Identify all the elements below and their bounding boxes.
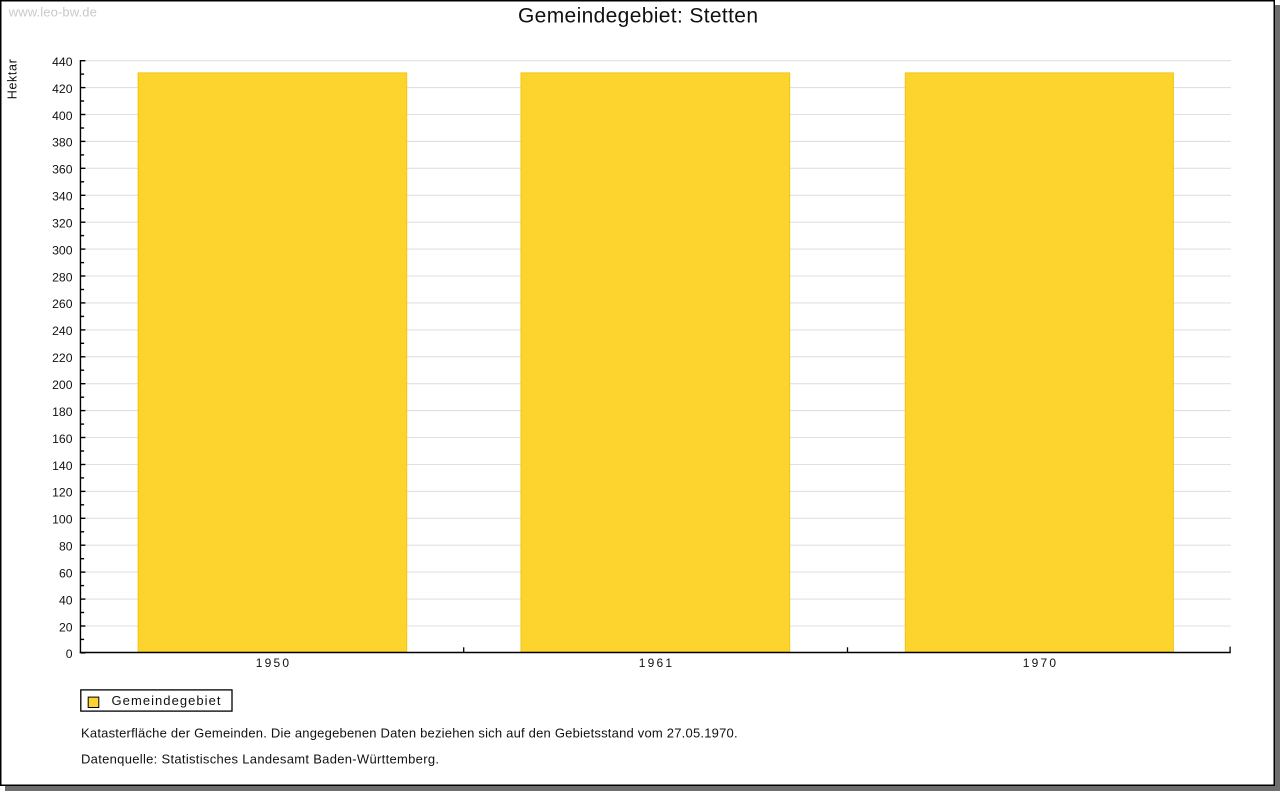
svg-text:1970: 1970 [1023, 656, 1057, 670]
svg-text:40: 40 [59, 593, 73, 607]
svg-text:340: 340 [52, 190, 73, 204]
svg-text:180: 180 [52, 405, 73, 419]
svg-text:200: 200 [52, 378, 73, 392]
svg-text:Hektar: Hektar [5, 59, 19, 99]
svg-text:140: 140 [52, 459, 73, 473]
svg-text:1961: 1961 [639, 656, 673, 670]
svg-text:Gemeindegebiet: Stetten: Gemeindegebiet: Stetten [518, 4, 758, 27]
svg-text:60: 60 [59, 566, 73, 580]
svg-text:280: 280 [52, 270, 73, 284]
svg-text:0: 0 [66, 647, 73, 661]
svg-text:www.leo-bw.de: www.leo-bw.de [8, 4, 97, 19]
svg-text:Katasterfläche der Gemeinden.: Katasterfläche der Gemeinden. Die angege… [81, 725, 738, 740]
svg-text:20: 20 [59, 620, 73, 634]
svg-text:320: 320 [52, 217, 73, 231]
svg-text:Datenquelle: Statistisches Lan: Datenquelle: Statistisches Landesamt Bad… [81, 752, 439, 767]
svg-text:420: 420 [52, 82, 73, 96]
svg-text:300: 300 [52, 243, 73, 257]
svg-text:100: 100 [52, 513, 73, 527]
svg-text:1950: 1950 [256, 656, 290, 670]
svg-text:380: 380 [52, 136, 73, 150]
svg-text:360: 360 [52, 163, 73, 177]
svg-text:Gemeindegebiet: Gemeindegebiet [112, 693, 221, 708]
svg-text:220: 220 [52, 351, 73, 365]
svg-text:160: 160 [52, 432, 73, 446]
svg-text:120: 120 [52, 486, 73, 500]
svg-text:240: 240 [52, 324, 73, 338]
svg-text:400: 400 [52, 109, 73, 123]
svg-text:80: 80 [59, 540, 73, 554]
svg-text:260: 260 [52, 297, 73, 311]
svg-text:440: 440 [52, 55, 73, 69]
